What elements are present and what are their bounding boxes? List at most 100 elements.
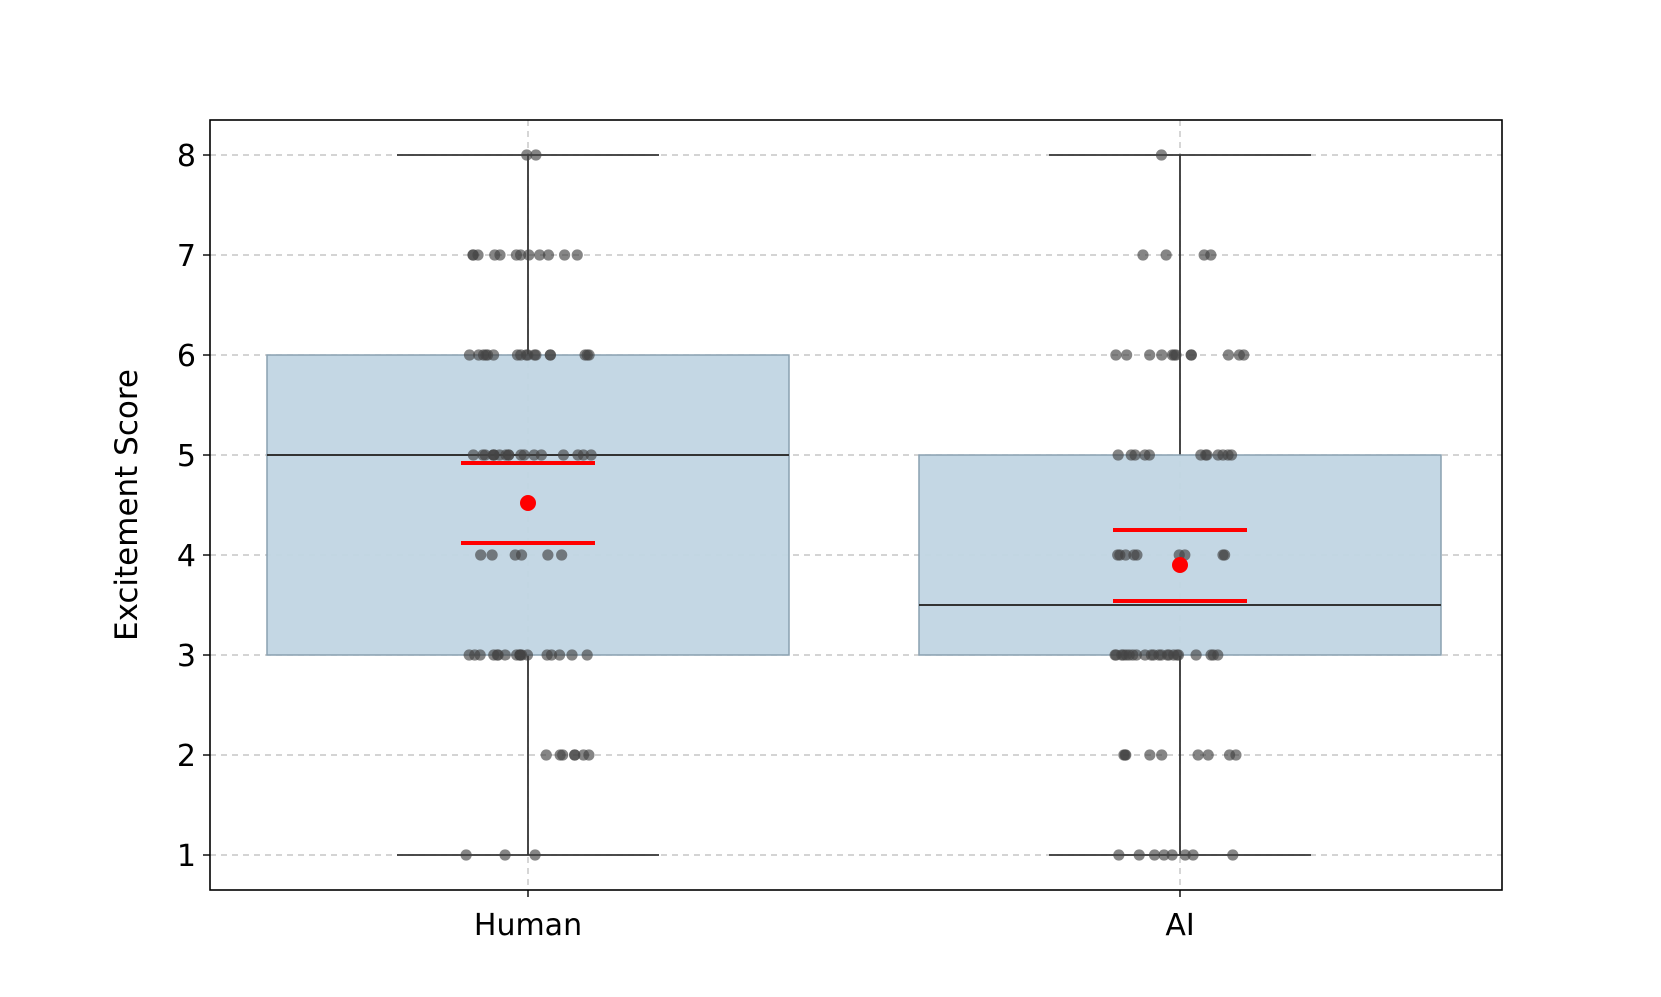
data-point bbox=[566, 649, 578, 661]
data-point bbox=[1156, 349, 1168, 361]
data-point bbox=[1148, 849, 1161, 861]
data-point bbox=[499, 849, 511, 861]
data-point bbox=[541, 649, 553, 661]
data-point bbox=[1222, 349, 1235, 361]
data-point bbox=[1217, 449, 1229, 461]
data-point bbox=[1185, 349, 1197, 361]
y-axis-label: Excitement Score bbox=[109, 369, 145, 641]
y-tick-label: 2 bbox=[177, 739, 196, 774]
data-point bbox=[1144, 349, 1156, 361]
plot-frame bbox=[209, 119, 1503, 891]
data-point bbox=[557, 449, 570, 461]
data-point bbox=[581, 349, 593, 361]
data-point bbox=[1113, 849, 1125, 861]
mean-marker bbox=[1172, 557, 1188, 573]
y-tick-label: 6 bbox=[177, 339, 196, 374]
data-point bbox=[523, 249, 535, 261]
data-point bbox=[1205, 249, 1217, 261]
y-tick-label: 3 bbox=[177, 639, 196, 674]
data-point bbox=[1155, 149, 1168, 161]
data-point bbox=[542, 549, 554, 561]
y-tick-label: 5 bbox=[177, 439, 196, 474]
data-point bbox=[556, 549, 568, 561]
y-tick-label: 8 bbox=[177, 139, 196, 174]
data-point bbox=[514, 649, 526, 661]
data-point bbox=[1128, 549, 1140, 561]
data-point bbox=[1156, 749, 1168, 761]
data-point bbox=[1112, 449, 1124, 461]
data-point bbox=[554, 749, 566, 761]
data-point bbox=[477, 449, 489, 461]
data-point bbox=[544, 349, 556, 361]
data-point bbox=[1133, 849, 1145, 861]
data-point bbox=[542, 249, 555, 261]
data-point bbox=[1153, 649, 1165, 661]
x-tick-label: Human bbox=[474, 908, 582, 943]
data-point bbox=[577, 749, 590, 761]
data-point bbox=[1139, 449, 1151, 461]
data-point bbox=[1137, 249, 1149, 261]
data-point bbox=[1238, 349, 1250, 361]
data-point bbox=[488, 449, 500, 461]
data-point bbox=[510, 249, 523, 261]
data-point bbox=[534, 249, 546, 261]
mean-layer bbox=[461, 461, 1247, 603]
data-point bbox=[1144, 749, 1156, 761]
data-point bbox=[581, 649, 593, 661]
y-tick-label: 7 bbox=[177, 239, 196, 274]
data-point bbox=[521, 149, 533, 161]
data-point bbox=[585, 449, 597, 461]
data-point bbox=[1205, 649, 1217, 661]
data-point bbox=[1223, 749, 1236, 761]
data-point bbox=[1179, 849, 1191, 861]
data-point bbox=[529, 849, 541, 861]
data-point bbox=[463, 349, 476, 361]
data-point bbox=[1195, 449, 1207, 461]
data-point bbox=[518, 449, 530, 461]
data-point bbox=[511, 349, 524, 361]
data-point bbox=[492, 649, 504, 661]
tick-layer: 1 2 3 4 5 6 7 8 Human AI bbox=[177, 139, 1195, 943]
data-point bbox=[1110, 649, 1122, 661]
data-point bbox=[1202, 749, 1214, 761]
data-point bbox=[1187, 849, 1199, 861]
data-point bbox=[553, 649, 566, 661]
x-tick-label: AI bbox=[1165, 908, 1194, 943]
data-point bbox=[1227, 849, 1239, 861]
data-point bbox=[481, 349, 494, 361]
data-point bbox=[1166, 849, 1178, 861]
data-point bbox=[1121, 349, 1133, 361]
data-point bbox=[486, 549, 498, 561]
mean-marker bbox=[520, 495, 536, 511]
data-point bbox=[502, 449, 515, 461]
y-tick-label: 4 bbox=[177, 539, 196, 574]
data-point bbox=[467, 249, 479, 261]
data-point bbox=[1192, 749, 1204, 761]
data-point bbox=[540, 749, 552, 761]
data-point bbox=[475, 549, 487, 561]
data-point bbox=[1129, 449, 1141, 461]
data-point bbox=[1190, 649, 1202, 661]
data-point bbox=[1160, 249, 1172, 261]
data-point bbox=[494, 249, 506, 261]
point-layer bbox=[460, 149, 1250, 861]
data-point bbox=[569, 749, 581, 761]
data-point bbox=[572, 449, 584, 461]
data-point bbox=[460, 849, 472, 861]
data-point bbox=[571, 249, 583, 261]
y-tick-label: 1 bbox=[177, 839, 196, 874]
data-point bbox=[515, 549, 528, 561]
data-point bbox=[1118, 749, 1130, 761]
data-point bbox=[528, 349, 541, 361]
data-point bbox=[1158, 849, 1170, 861]
data-point bbox=[1110, 349, 1122, 361]
box-layer bbox=[266, 154, 1442, 856]
data-point bbox=[558, 249, 571, 261]
data-point bbox=[530, 149, 542, 161]
data-point bbox=[467, 449, 479, 461]
data-point bbox=[1123, 649, 1135, 661]
data-point bbox=[473, 349, 485, 361]
data-point bbox=[1219, 549, 1231, 561]
data-point bbox=[474, 649, 486, 661]
